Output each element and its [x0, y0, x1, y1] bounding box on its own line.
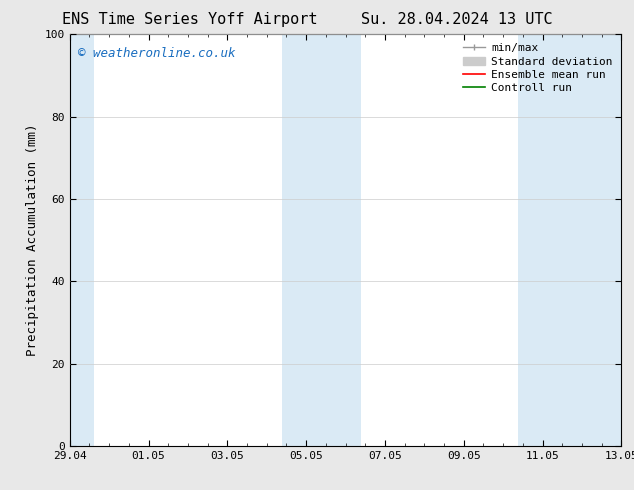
Legend: min/max, Standard deviation, Ensemble mean run, Controll run: min/max, Standard deviation, Ensemble me…: [460, 40, 616, 97]
Bar: [281, 34, 361, 446]
Text: ENS Time Series Yoff Airport: ENS Time Series Yoff Airport: [63, 12, 318, 27]
Text: © weatheronline.co.uk: © weatheronline.co.uk: [78, 47, 235, 60]
Bar: [518, 34, 621, 446]
Bar: [70, 34, 94, 446]
Text: Su. 28.04.2024 13 UTC: Su. 28.04.2024 13 UTC: [361, 12, 552, 27]
Y-axis label: Precipitation Accumulation (mm): Precipitation Accumulation (mm): [26, 124, 39, 356]
